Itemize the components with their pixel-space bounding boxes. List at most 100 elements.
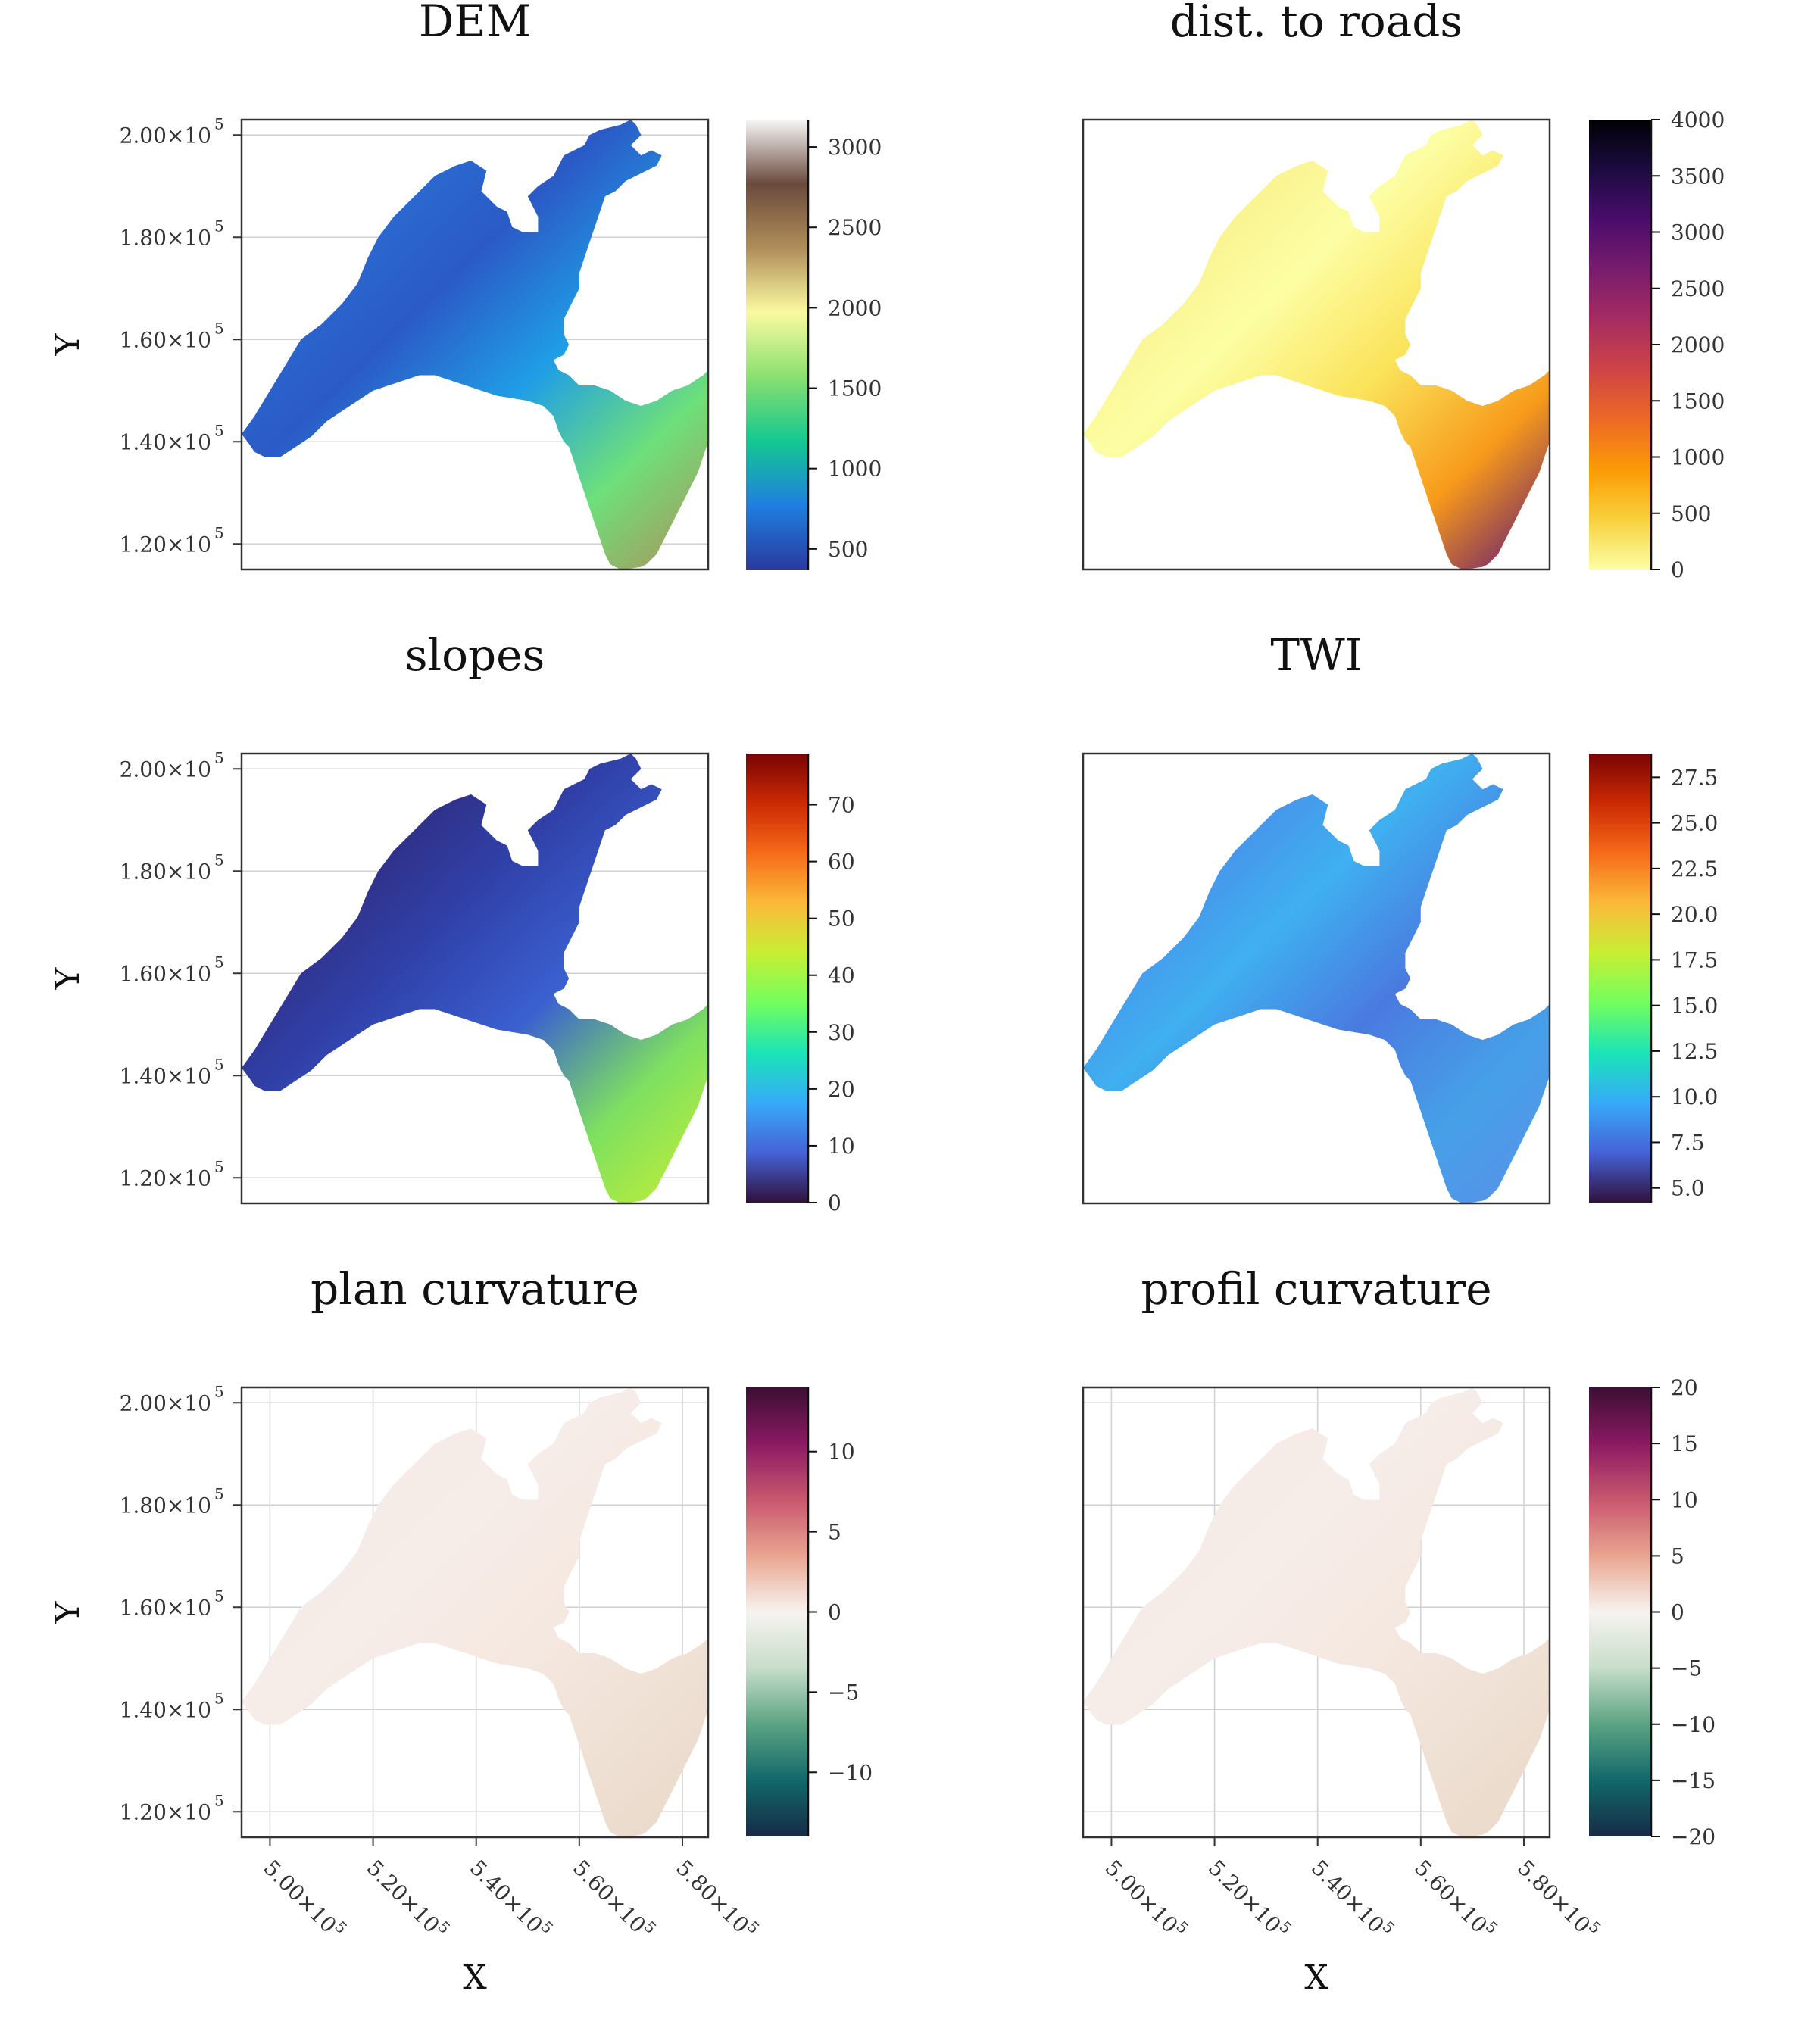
y-tick-label: 2.00×10 bbox=[120, 123, 211, 148]
map-region bbox=[1083, 1387, 1550, 1837]
y-tick-exponent: 5 bbox=[214, 421, 224, 439]
plot-frame bbox=[240, 118, 710, 571]
colorbar-tick-label: 25.0 bbox=[1671, 811, 1718, 836]
colorbar-tick-label: 5.0 bbox=[1671, 1176, 1705, 1201]
y-tick-exponent: 5 bbox=[214, 1157, 224, 1175]
colorbar-tick-label: 17.5 bbox=[1671, 947, 1718, 972]
map-region bbox=[242, 754, 708, 1203]
x-tick-exponent: 5 bbox=[1585, 1918, 1605, 1937]
x-tick-label: 5.20×105 bbox=[1204, 1852, 1296, 1945]
y-tick-exponent: 5 bbox=[214, 1791, 224, 1809]
colorbar-tick-label: 2000 bbox=[1671, 332, 1725, 357]
x-tick-label: 5.00×105 bbox=[258, 1852, 351, 1945]
x-axis-label: X bbox=[1304, 1958, 1328, 1997]
panel-title: slopes bbox=[405, 629, 545, 681]
colorbar-tick-label: 3000 bbox=[1671, 220, 1725, 245]
colorbar-tick-label: 0 bbox=[828, 1191, 841, 1215]
colorbar-tick-label: 40 bbox=[828, 963, 855, 988]
x-tick-label: 5.60×105 bbox=[1410, 1852, 1502, 1945]
panel-3: TWI 5.0 7.5 10.0 12.5 15.0 17.5 20.0 22.5 25.0 27.… bbox=[1082, 629, 1718, 1205]
x-tick-label: 5.80×105 bbox=[671, 1852, 763, 1945]
colorbar bbox=[1589, 120, 1651, 570]
colorbar-tick-label: −10 bbox=[1671, 1712, 1716, 1737]
colorbar-tick-label: 1000 bbox=[828, 457, 882, 482]
plot-frame bbox=[1082, 118, 1551, 571]
colorbar-tick-label: 2000 bbox=[828, 295, 882, 320]
colorbar-tick-label: 0 bbox=[1671, 557, 1684, 582]
colorbar-tick-label: 50 bbox=[828, 907, 855, 932]
colorbar-tick-label: −5 bbox=[828, 1680, 859, 1705]
y-tick-exponent: 5 bbox=[214, 1382, 224, 1400]
panel-title: DEM bbox=[419, 0, 531, 47]
colorbar-tick-label: −5 bbox=[1671, 1656, 1702, 1681]
colorbar-tick-label: 7.5 bbox=[1671, 1130, 1705, 1155]
colorbar-tick-label: 12.5 bbox=[1671, 1039, 1718, 1064]
colorbar-tick-label: 30 bbox=[828, 1020, 855, 1045]
y-tick-exponent: 5 bbox=[214, 850, 224, 869]
colorbar-tick-label: −10 bbox=[828, 1760, 873, 1785]
panel-title: plan curvature bbox=[311, 1263, 639, 1315]
colorbar-tick-label: 2500 bbox=[1671, 276, 1725, 301]
y-tick-label: 1.40×10 bbox=[120, 1697, 211, 1722]
y-axis-label: Y bbox=[48, 967, 87, 991]
colorbar-tick-label: 5 bbox=[1671, 1543, 1684, 1568]
x-axis-label: X bbox=[463, 1958, 487, 1997]
y-tick-label: 1.20×10 bbox=[120, 532, 211, 557]
colorbar-tick-label: 20 bbox=[1671, 1375, 1698, 1400]
colorbar bbox=[1589, 754, 1651, 1203]
x-tick-exponent: 5 bbox=[538, 1918, 557, 1937]
x-tick-label: 5.00×105 bbox=[1100, 1852, 1192, 1945]
colorbar bbox=[1589, 1387, 1651, 1836]
x-tick-exponent: 5 bbox=[331, 1918, 351, 1937]
y-tick-exponent: 5 bbox=[214, 523, 224, 541]
colorbar-tick-label: 1000 bbox=[1671, 445, 1725, 470]
y-tick-exponent: 5 bbox=[214, 953, 224, 971]
x-tick-exponent: 5 bbox=[1172, 1918, 1192, 1937]
y-tick-label: 2.00×10 bbox=[120, 757, 211, 782]
x-tick-exponent: 5 bbox=[1379, 1918, 1399, 1937]
colorbar-tick-label: 10.0 bbox=[1671, 1084, 1718, 1109]
y-tick-exponent: 5 bbox=[214, 1055, 224, 1073]
colorbar-tick-label: 2500 bbox=[828, 215, 882, 240]
y-tick-label: 1.60×10 bbox=[120, 327, 211, 352]
colorbar-tick-label: −20 bbox=[1671, 1824, 1716, 1849]
colorbar-tick-label: 60 bbox=[828, 850, 855, 875]
colorbar-tick-label: 15.0 bbox=[1671, 994, 1718, 1019]
panel-title: dist. to roads bbox=[1170, 0, 1463, 47]
colorbar-tick-label: 3500 bbox=[1671, 164, 1725, 189]
y-tick-label: 1.20×10 bbox=[120, 1166, 211, 1191]
y-tick-label: 1.60×10 bbox=[120, 1595, 211, 1620]
colorbar-tick-label: 500 bbox=[1671, 501, 1711, 526]
colorbar bbox=[746, 120, 808, 570]
x-tick-label: 5.60×105 bbox=[568, 1852, 660, 1945]
y-tick-exponent: 5 bbox=[214, 1689, 224, 1707]
colorbar-tick-label: 15 bbox=[1671, 1431, 1698, 1456]
x-tick-label: 5.80×105 bbox=[1513, 1852, 1605, 1945]
colorbar-tick-label: 5 bbox=[828, 1520, 841, 1545]
panel-title: profil curvature bbox=[1141, 1263, 1491, 1315]
map-region bbox=[242, 120, 708, 570]
y-tick-label: 1.80×10 bbox=[120, 1493, 211, 1518]
y-tick-label: 1.40×10 bbox=[120, 429, 211, 454]
colorbar-tick-label: 4000 bbox=[1671, 108, 1725, 133]
y-tick-label: 1.80×10 bbox=[120, 225, 211, 250]
y-tick-exponent: 5 bbox=[214, 319, 224, 337]
colorbar-tick-label: 500 bbox=[828, 537, 868, 562]
colorbar bbox=[746, 1387, 808, 1836]
colorbar-tick-label: −15 bbox=[1671, 1768, 1716, 1793]
colorbar-tick-label: 10 bbox=[828, 1134, 855, 1159]
x-tick-exponent: 5 bbox=[641, 1918, 660, 1937]
y-tick-exponent: 5 bbox=[214, 748, 224, 766]
colorbar-tick-label: 10 bbox=[828, 1440, 855, 1465]
colorbar-tick-label: 70 bbox=[828, 793, 855, 818]
y-tick-label: 2.00×10 bbox=[120, 1390, 211, 1415]
colorbar-tick-label: 3000 bbox=[828, 135, 882, 160]
y-axis-label: Y bbox=[48, 333, 87, 357]
y-axis-label: Y bbox=[48, 1601, 87, 1624]
colorbar-tick-label: 27.5 bbox=[1671, 765, 1718, 790]
y-tick-label: 1.60×10 bbox=[120, 961, 211, 986]
plot-frame bbox=[1082, 752, 1551, 1205]
